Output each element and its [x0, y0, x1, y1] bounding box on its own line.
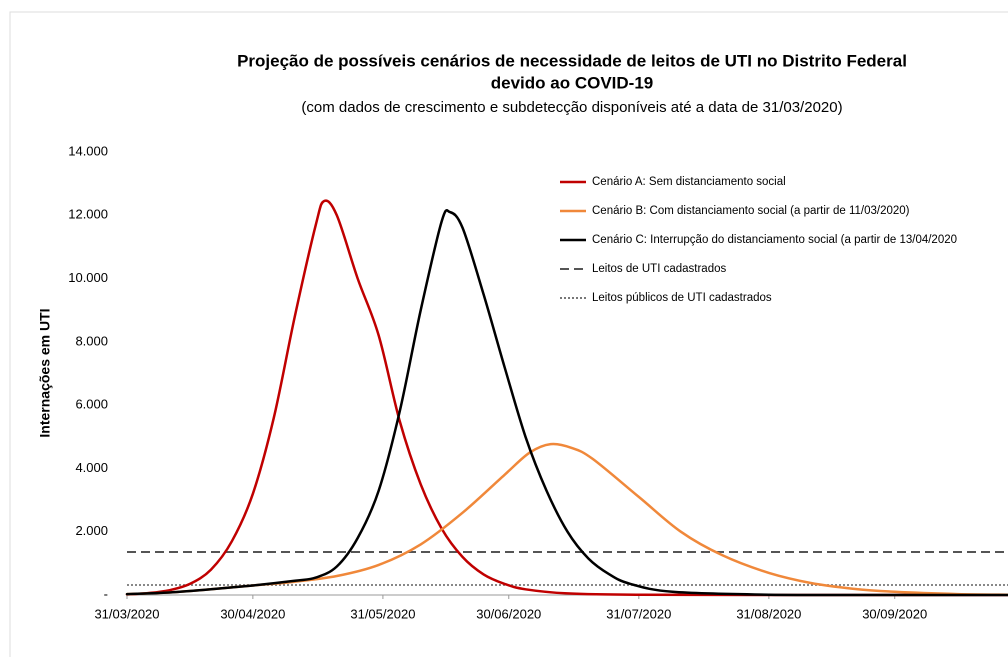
x-tick-label: 31/07/2020	[606, 606, 671, 621]
y-tick-label: 4.000	[75, 460, 108, 475]
legend-label: Leitos de UTI cadastrados	[592, 263, 726, 275]
y-tick-label: 2.000	[75, 523, 108, 538]
chart-title: devido ao COVID-19	[491, 73, 653, 92]
frame	[9, 11, 1008, 657]
legend-label: Leitos públicos de UTI cadastrados	[592, 292, 772, 304]
x-tick-label: 31/05/2020	[350, 606, 415, 621]
y-tick-label: 12.000	[68, 207, 108, 222]
series-line	[125, 209, 1008, 597]
legend-label: Cenário B: Com distanciamento social (a …	[592, 205, 910, 217]
chart-subtitle: (com dados de crescimento e subdetecção …	[301, 99, 842, 116]
x-tick-label: 30/06/2020	[476, 606, 541, 621]
series-line	[125, 199, 1008, 597]
y-tick-label: -	[104, 586, 108, 601]
x-tick-label: 31/08/2020	[736, 606, 801, 621]
y-tick-label: 10.000	[68, 270, 108, 285]
y-tick-label: 14.000	[68, 143, 108, 158]
x-tick-label: 30/09/2020	[862, 606, 927, 621]
legend-label: Cenário A: Sem distanciamento social	[592, 176, 786, 188]
x-tick-label: 31/03/2020	[94, 606, 159, 621]
y-tick-label: 8.000	[75, 333, 108, 348]
chart-title: Projeção de possíveis cenários de necess…	[237, 51, 907, 70]
x-tick-label: 30/04/2020	[220, 606, 285, 621]
y-tick-label: 6.000	[75, 397, 108, 412]
y-axis-label: Internações em UTI	[37, 308, 53, 437]
legend-label: Cenário C: Interrupção do distanciamento…	[592, 234, 957, 246]
